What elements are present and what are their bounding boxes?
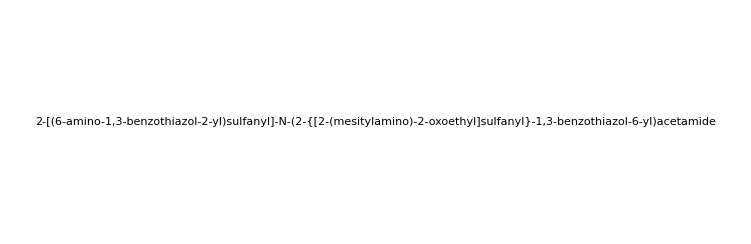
Text: 2-[(6-amino-1,3-benzothiazol-2-yl)sulfanyl]-N-(2-{[2-(mesitylamino)-2-oxoethyl]s: 2-[(6-amino-1,3-benzothiazol-2-yl)sulfan… <box>35 117 716 127</box>
